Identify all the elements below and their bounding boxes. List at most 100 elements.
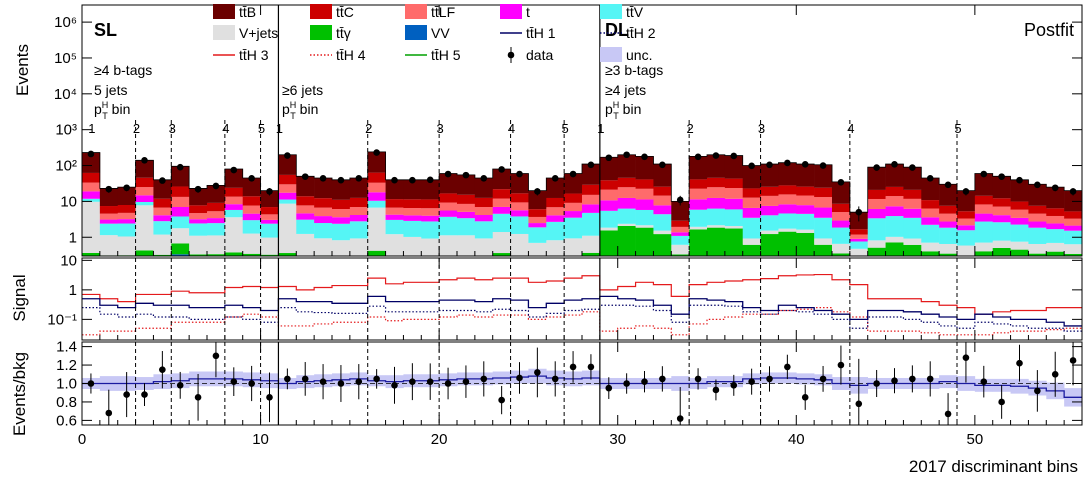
ratio-panel	[82, 342, 1082, 425]
stack-ttC-bar	[1010, 201, 1029, 210]
stack-Vjets-bar	[421, 238, 440, 256]
stack-ttgamma-bar	[367, 250, 386, 256]
legend-label: tt̄H 4	[336, 47, 366, 63]
stack-ttB-bar	[599, 157, 619, 181]
ratio-point	[426, 378, 434, 385]
stack-ttLF-bar	[992, 206, 1011, 216]
stack-ttB-bar	[492, 169, 511, 190]
data-point	[141, 156, 148, 164]
signal-ttH2-line	[82, 304, 1082, 332]
dl-ptbin-label: pH T bin	[605, 100, 641, 121]
stack-ttC-bar	[403, 199, 422, 209]
stack-ttB-bar	[528, 190, 547, 210]
stack-ttV-bar	[1046, 229, 1065, 243]
stack-ttC-bar	[635, 179, 654, 189]
data-point	[266, 188, 273, 195]
ratio-point	[551, 375, 559, 383]
stack-ttB-bar	[635, 156, 654, 180]
stack-ttB-bar	[689, 156, 708, 180]
stack-t-bar	[367, 192, 386, 201]
stack-Vjets-bar	[82, 201, 101, 253]
data-point	[766, 161, 773, 169]
stack-ttV-bar	[367, 200, 386, 208]
stack-t-bar	[903, 208, 922, 218]
stack-ttB-bar	[921, 177, 940, 201]
stack-ttgamma-bar	[171, 243, 190, 255]
stack-ttV-bar	[939, 227, 958, 244]
stack-Vjets-bar	[778, 228, 797, 232]
axes-frame	[81, 4, 1083, 426]
bot-y-tick-label: 0.8	[56, 394, 77, 411]
ptbin-number-label: 1	[597, 121, 604, 136]
stack-ttLF-bar	[974, 204, 994, 214]
ratio-point	[391, 382, 398, 389]
ratio-point	[587, 363, 595, 371]
stack-ttLF-bar	[474, 207, 494, 215]
data-point	[444, 170, 452, 178]
stack-ttLF-bar	[260, 214, 279, 220]
data-point	[587, 161, 595, 169]
stack-ttV-bar	[1028, 227, 1047, 244]
ratio-point	[1051, 370, 1059, 378]
stack-ttgamma-bar	[153, 254, 172, 256]
stack-ttLF-bar	[564, 202, 583, 212]
signal-panel	[82, 273, 1082, 336]
ratio-point	[676, 415, 684, 422]
legend-swatch	[405, 4, 427, 19]
ratio-point	[444, 380, 452, 387]
stack-ttC-bar	[171, 186, 190, 197]
stack-t-bar	[439, 210, 458, 217]
stack-ttB-bar	[957, 190, 976, 212]
stack-ttV-bar	[314, 223, 333, 239]
stack-ttC-bar	[992, 198, 1011, 207]
data-point	[194, 185, 202, 193]
stack-ttV-bar	[724, 209, 744, 226]
stack-ttB-bar	[939, 184, 958, 206]
bot-y-tick-label: 1.2	[56, 357, 77, 374]
stack-ttgamma-bar	[742, 244, 761, 256]
stack-ttV-bar	[1010, 224, 1029, 242]
stack-ttLF-bar	[492, 198, 511, 207]
stack-t-bar	[1064, 225, 1082, 231]
stack-ttV-bar	[957, 230, 976, 246]
stack-ttB-bar	[760, 164, 779, 187]
ratio-point	[962, 354, 970, 361]
stack-VV-bar	[171, 254, 190, 256]
stack-ttV-bar	[242, 220, 261, 234]
data-point	[319, 175, 327, 182]
stack-t-bar	[153, 215, 172, 222]
data-point	[641, 153, 648, 161]
stack-ttC-bar	[582, 184, 601, 195]
stack-ttB-bar	[117, 187, 136, 206]
stack-ttC-bar	[689, 179, 708, 189]
stack-ttC-bar	[510, 193, 529, 203]
stack-ttLF-bar	[849, 234, 869, 239]
ratio-point	[766, 375, 773, 383]
x-tick-label: 30	[609, 431, 626, 448]
stack-t-bar	[1028, 221, 1047, 228]
ratio-point	[944, 410, 952, 418]
data-point	[659, 161, 666, 169]
stack-ttLF-bar	[1046, 215, 1065, 224]
stack-ttB-bar	[653, 164, 672, 187]
ptbin-number-label: 3	[758, 121, 765, 136]
stack-t-bar	[135, 195, 154, 202]
stack-ttV-bar	[224, 209, 244, 218]
stack-t-bar	[349, 214, 369, 222]
stack-Vjets-bar	[707, 225, 726, 228]
stack-Vjets-bar	[885, 236, 904, 243]
stack-ttLF-bar	[332, 209, 351, 218]
data-point	[676, 196, 684, 204]
ratio-point	[891, 377, 898, 385]
ratio-point	[1034, 387, 1041, 395]
stack-ttB-bar	[296, 176, 315, 197]
stack-t-bar	[474, 214, 494, 222]
stack-ttLF-bar	[867, 198, 886, 209]
ptbin-number-label: 2	[133, 121, 140, 136]
legend-label: tt̄V	[626, 4, 644, 20]
ratio-point	[659, 375, 666, 383]
stack-ttV-bar	[99, 223, 119, 236]
stack-ttB-bar	[617, 154, 636, 178]
data-point	[944, 181, 952, 189]
legend-label: tt̄H 3	[239, 47, 269, 63]
